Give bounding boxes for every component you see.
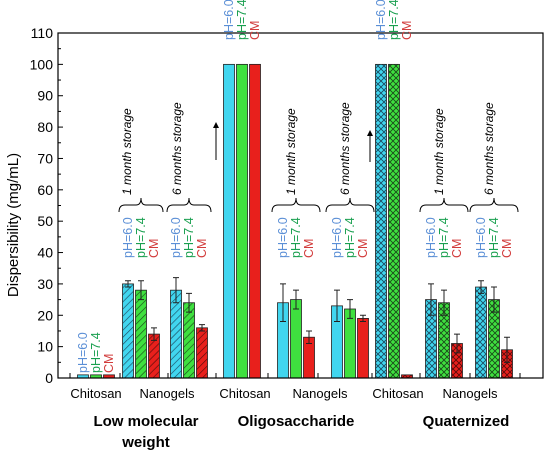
bar-1-3-ph60: [170, 289, 182, 379]
y-tick-label: 20: [37, 307, 53, 323]
bar-3-1-ph74: [388, 63, 400, 379]
y-tick-label: 40: [37, 245, 53, 261]
error-bar-1-2-ph60: [125, 280, 131, 288]
error-bar-3-2-cm: [454, 333, 460, 354]
error-bar-2-3-ph74: [347, 299, 353, 319]
y-tick-label: 50: [37, 213, 53, 229]
storage-label-quat-6months: 6 months storage: [482, 102, 496, 195]
error-bar-2-2-cm: [306, 330, 312, 344]
error-bar-2-3-cm: [360, 314, 366, 323]
error-bar-3-3-ph74: [491, 286, 497, 313]
series-labels-quat-1month: pH=6.0: [424, 217, 438, 258]
error-bar-1-3-ph74: [186, 292, 192, 313]
bar-2-2-ph74: [290, 299, 302, 379]
x-category-label: Nanogels: [293, 386, 348, 401]
x-category-label: Nanogels: [443, 386, 498, 401]
bar-2-1-ph74: [236, 63, 248, 379]
series-labels-lmw-6months: CM: [195, 239, 209, 258]
series-labels-lmw-chitosan: CM: [102, 354, 116, 373]
error-bar-1-3-ph60: [173, 277, 179, 304]
bar-1-2-ph74: [135, 289, 147, 379]
series-labels-lmw-chitosan: pH=7.4: [89, 332, 103, 373]
group-label-quaternized: Quaternized: [423, 413, 510, 430]
y-tick-label: 90: [37, 88, 53, 104]
series-labels-quat-6months: pH=6.0: [474, 217, 488, 258]
series-labels-oligo-chitosan: pH=6.0: [222, 0, 236, 40]
bar-1-3-cm: [196, 327, 208, 379]
error-bar-3-3-cm: [504, 336, 510, 363]
series-labels-quat-6months: pH=7.4: [487, 217, 501, 258]
brace-quat-6months: [469, 197, 519, 213]
series-labels-quat-chitosan: CM: [400, 21, 414, 40]
y-tick-label: 100: [30, 56, 54, 72]
storage-label-oligo-6months: 6 months storage: [338, 102, 352, 195]
bar-2-1-cm: [249, 63, 261, 379]
series-labels-oligo-chitosan: pH=7.4: [235, 0, 249, 40]
y-tick-label: 30: [37, 276, 53, 292]
storage-label-quat-1month: 1 month storage: [432, 108, 446, 195]
storage-label-oligo-1month: 1 month storage: [284, 108, 298, 195]
y-tick-label: 110: [31, 25, 54, 41]
series-labels-quat-chitosan: pH=6.0: [374, 0, 388, 40]
y-tick-label: 60: [37, 182, 53, 198]
series-labels-lmw-chitosan: pH=6.0: [76, 332, 90, 373]
group-label-oligosaccharide: Oligosaccharide: [238, 413, 355, 430]
error-bar-2-2-ph74: [293, 289, 299, 310]
bar-2-1-ph60: [223, 63, 235, 379]
bar-1-2-ph60: [122, 283, 134, 379]
labels-layer: Chitosan Nanogels Chitosan Nanogels Chitosan…: [70, 0, 519, 451]
brace-quat-1month: [419, 197, 469, 213]
bar-3-3-ph60: [475, 286, 487, 379]
y-tick-label: 70: [37, 150, 53, 166]
series-labels-oligo-chitosan: CM: [248, 21, 262, 40]
error-bar-3-2-ph60: [428, 283, 434, 316]
series-labels-oligo-6months: CM: [356, 239, 370, 258]
error-bar-1-2-cm: [151, 327, 157, 341]
series-labels-lmw-1month: CM: [147, 239, 161, 258]
series-labels-oligo-1month: pH=6.0: [276, 217, 290, 258]
x-category-label: Chitosan: [219, 386, 270, 401]
series-labels-quat-6months: CM: [500, 239, 514, 258]
y-tick-label: 80: [37, 119, 53, 135]
error-bar-3-3-ph60: [478, 280, 484, 294]
group-label-low-molecular-weight: weight: [121, 434, 170, 451]
x-category-label: Nanogels: [140, 386, 195, 401]
bar-1-3-ph74: [183, 302, 195, 379]
axes-layer: 0 10 20 30 40 50 60 70 80 90 100 110: [30, 25, 544, 386]
x-category-label: Chitosan: [372, 386, 423, 401]
series-labels-lmw-6months: pH=6.0: [169, 217, 183, 258]
error-bar-2-2-ph60: [280, 283, 286, 323]
brace-oligo-1month: [271, 197, 321, 213]
brace-lmw-1month: [118, 197, 164, 213]
series-labels-oligo-6months: pH=7.4: [343, 217, 357, 258]
series-labels-quat-1month: CM: [450, 239, 464, 258]
series-labels-lmw-1month: pH=6.0: [121, 217, 135, 258]
series-labels-oligo-1month: pH=7.4: [289, 217, 303, 258]
brace-lmw-6months: [166, 197, 212, 213]
series-labels-oligo-6months: pH=6.0: [330, 217, 344, 258]
series-labels-quat-1month: pH=7.4: [437, 217, 451, 258]
y-tick-label: 10: [37, 339, 53, 355]
error-bar-2-3-ph60: [334, 289, 340, 323]
y-tick-label: 0: [45, 370, 53, 386]
y-axis-label: Dispersibility (mg/mL): [5, 153, 22, 297]
series-labels-lmw-1month: pH=7.4: [134, 217, 148, 258]
bar-2-3-ph74: [344, 308, 356, 379]
x-category-label: Chitosan: [70, 386, 121, 401]
error-bar-3-2-ph74: [441, 289, 447, 316]
error-bar-1-2-ph74: [138, 280, 144, 301]
storage-label-lmw-6months: 6 months storage: [170, 102, 184, 195]
series-labels-oligo-1month: CM: [302, 239, 316, 258]
brace-oligo-6months: [325, 197, 375, 213]
series-labels-quat-chitosan: pH=7.4: [387, 0, 401, 40]
error-bar-1-3-cm: [199, 324, 205, 332]
bar-3-1-ph60: [375, 63, 387, 379]
storage-label-lmw-1month: 1 month storage: [120, 108, 134, 195]
bar-2-3-cm: [357, 318, 369, 379]
series-labels-lmw-6months: pH=7.4: [182, 217, 196, 258]
group-label-low-molecular-weight: Low molecular: [93, 413, 198, 430]
